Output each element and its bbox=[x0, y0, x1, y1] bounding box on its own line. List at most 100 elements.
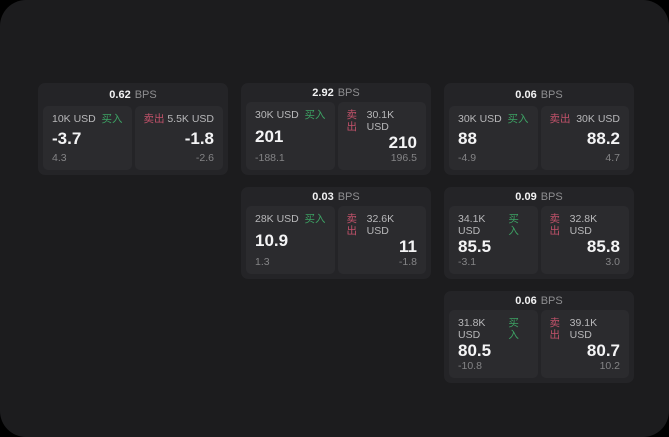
sell-price-value: 210 bbox=[388, 133, 417, 152]
bps-header: 0.03 BPS bbox=[246, 187, 426, 206]
buy-panel[interactable]: 28K USD 买入 10.9 1.3 bbox=[246, 206, 335, 274]
buy-panel-header: 30K USD 买入 bbox=[458, 113, 529, 125]
buy-delta-value: 4.3 bbox=[52, 152, 67, 164]
bps-unit-label: BPS bbox=[540, 88, 563, 101]
buy-panel-header: 31.8K USD 买入 bbox=[458, 317, 529, 341]
buy-price-value: 201 bbox=[255, 127, 284, 146]
sell-panel-header: 卖出 5.5K USD bbox=[144, 113, 215, 125]
sell-panel[interactable]: 卖出 32.6K USD 11 -1.8 bbox=[337, 206, 426, 274]
buy-sell-panels: 30K USD 买入 201 -188.1 卖出 30.1K USD 210 1… bbox=[246, 102, 426, 170]
buy-panel[interactable]: 30K USD 买入 201 -188.1 bbox=[246, 102, 335, 170]
sell-panel-header: 卖出 30.1K USD bbox=[347, 109, 418, 133]
sell-size-label: 5.5K USD bbox=[167, 113, 214, 125]
sell-price-value: -1.8 bbox=[184, 129, 214, 148]
sell-price-value: 88.2 bbox=[586, 129, 620, 148]
sell-delta-value: 3.0 bbox=[605, 256, 620, 268]
sell-delta-value: 196.5 bbox=[390, 152, 417, 164]
buy-panel-header: 30K USD 买入 bbox=[255, 109, 326, 121]
buy-price-value: 10.9 bbox=[255, 231, 289, 250]
sell-size-label: 39.1K USD bbox=[569, 317, 598, 341]
buy-panel[interactable]: 31.8K USD 买入 80.5 -10.8 bbox=[449, 310, 538, 378]
buy-delta-value: -4.9 bbox=[458, 152, 477, 164]
sell-size-label: 30.1K USD bbox=[366, 109, 395, 133]
buy-tag: 买入 bbox=[101, 113, 123, 125]
buy-tag: 买入 bbox=[304, 109, 326, 121]
buy-panel[interactable]: 30K USD 买入 88 -4.9 bbox=[449, 106, 538, 170]
sell-size-label: 32.8K USD bbox=[569, 213, 598, 237]
sell-tag: 卖出 bbox=[549, 317, 561, 341]
buy-tag: 买入 bbox=[304, 213, 326, 225]
buy-size-label: 10K USD bbox=[52, 113, 96, 125]
quote-card: 0.06 BPS 30K USD 买入 88 -4.9 卖出 30K USD 8… bbox=[444, 83, 634, 175]
buy-price-value: 85.5 bbox=[458, 237, 492, 256]
buy-size-label: 28K USD bbox=[255, 213, 299, 225]
sell-tag: 卖出 bbox=[143, 113, 165, 125]
bps-unit-label: BPS bbox=[540, 294, 563, 307]
sell-price-value: 11 bbox=[399, 237, 417, 256]
sell-panel[interactable]: 卖出 39.1K USD 80.7 10.2 bbox=[540, 310, 629, 378]
sell-delta-value: -2.6 bbox=[195, 152, 214, 164]
sell-panel[interactable]: 卖出 30.1K USD 210 196.5 bbox=[337, 102, 426, 170]
buy-size-label: 34.1K USD bbox=[458, 213, 486, 237]
sell-size-label: 32.6K USD bbox=[366, 213, 395, 237]
buy-size-label: 31.8K USD bbox=[458, 317, 486, 341]
buy-sell-panels: 34.1K USD 买入 85.5 -3.1 卖出 32.8K USD 85.8… bbox=[449, 206, 629, 274]
quote-card: 0.06 BPS 31.8K USD 买入 80.5 -10.8 卖出 39.1… bbox=[444, 291, 634, 383]
buy-tag: 买入 bbox=[508, 213, 519, 237]
bps-value: 0.03 bbox=[312, 190, 334, 203]
buy-panel-header: 34.1K USD 买入 bbox=[458, 213, 529, 237]
sell-price-value: 85.8 bbox=[586, 237, 620, 256]
buy-panel-header: 28K USD 买入 bbox=[255, 213, 326, 225]
sell-panel-header: 卖出 30K USD bbox=[550, 113, 621, 125]
buy-size-label: 30K USD bbox=[255, 109, 299, 121]
buy-panel-header: 10K USD 买入 bbox=[52, 113, 123, 125]
bps-header: 0.09 BPS bbox=[449, 187, 629, 206]
sell-panel-header: 卖出 32.6K USD bbox=[347, 213, 418, 237]
buy-sell-panels: 10K USD 买入 -3.7 4.3 卖出 5.5K USD -1.8 -2.… bbox=[43, 106, 223, 170]
buy-sell-panels: 30K USD 买入 88 -4.9 卖出 30K USD 88.2 4.7 bbox=[449, 106, 629, 170]
quote-card: 0.09 BPS 34.1K USD 买入 85.5 -3.1 卖出 32.8K… bbox=[444, 187, 634, 279]
buy-sell-panels: 31.8K USD 买入 80.5 -10.8 卖出 39.1K USD 80.… bbox=[449, 310, 629, 378]
sell-panel[interactable]: 卖出 32.8K USD 85.8 3.0 bbox=[540, 206, 629, 274]
cards-grid: 0.62 BPS 10K USD 买入 -3.7 4.3 卖出 5.5K USD… bbox=[38, 83, 634, 383]
bps-header: 0.06 BPS bbox=[449, 291, 629, 310]
buy-delta-value: -188.1 bbox=[255, 152, 285, 164]
buy-price-value: 80.5 bbox=[458, 341, 492, 360]
sell-tag: 卖出 bbox=[346, 109, 358, 133]
buy-sell-panels: 28K USD 买入 10.9 1.3 卖出 32.6K USD 11 -1.8 bbox=[246, 206, 426, 274]
bps-header: 0.06 BPS bbox=[449, 83, 629, 106]
sell-tag: 卖出 bbox=[346, 213, 358, 237]
buy-tag: 买入 bbox=[507, 113, 529, 125]
sell-tag: 卖出 bbox=[549, 213, 561, 237]
sell-panel[interactable]: 卖出 5.5K USD -1.8 -2.6 bbox=[134, 106, 223, 170]
bps-header: 2.92 BPS bbox=[246, 83, 426, 102]
buy-delta-value: -3.1 bbox=[458, 256, 477, 268]
bps-value: 0.62 bbox=[109, 88, 131, 101]
sell-delta-value: 4.7 bbox=[605, 152, 620, 164]
sell-size-label: 30K USD bbox=[576, 113, 620, 125]
buy-panel[interactable]: 34.1K USD 买入 85.5 -3.1 bbox=[449, 206, 538, 274]
bps-value: 0.06 bbox=[515, 294, 537, 307]
quote-card: 2.92 BPS 30K USD 买入 201 -188.1 卖出 30.1K … bbox=[241, 83, 431, 175]
bps-unit-label: BPS bbox=[540, 190, 563, 203]
sell-panel-header: 卖出 32.8K USD bbox=[550, 213, 621, 237]
bps-unit-label: BPS bbox=[337, 86, 360, 99]
quote-card: 0.62 BPS 10K USD 买入 -3.7 4.3 卖出 5.5K USD… bbox=[38, 83, 228, 175]
buy-panel[interactable]: 10K USD 买入 -3.7 4.3 bbox=[43, 106, 132, 170]
bps-value: 0.09 bbox=[515, 190, 537, 203]
buy-price-value: -3.7 bbox=[52, 129, 82, 148]
bps-value: 2.92 bbox=[312, 86, 334, 99]
bps-header: 0.62 BPS bbox=[43, 83, 223, 106]
sell-price-value: 80.7 bbox=[586, 341, 620, 360]
buy-tag: 买入 bbox=[508, 317, 519, 341]
buy-delta-value: 1.3 bbox=[255, 256, 270, 268]
sell-panel[interactable]: 卖出 30K USD 88.2 4.7 bbox=[540, 106, 629, 170]
sell-panel-header: 卖出 39.1K USD bbox=[550, 317, 621, 341]
buy-price-value: 88 bbox=[458, 129, 477, 148]
bps-unit-label: BPS bbox=[134, 88, 157, 101]
quote-card: 0.03 BPS 28K USD 买入 10.9 1.3 卖出 32.6K US… bbox=[241, 187, 431, 279]
buy-delta-value: -10.8 bbox=[458, 360, 482, 372]
sell-delta-value: -1.8 bbox=[398, 256, 417, 268]
bps-value: 0.06 bbox=[515, 88, 537, 101]
